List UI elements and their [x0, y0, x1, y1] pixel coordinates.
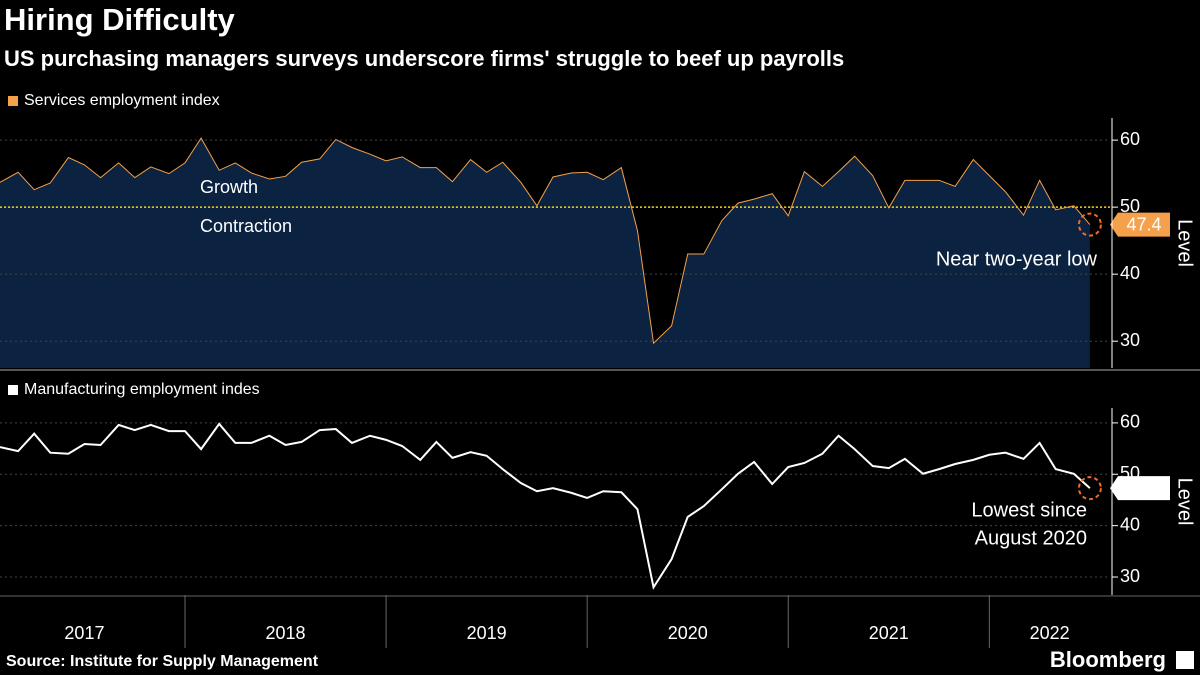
highlight-circle — [1077, 212, 1102, 237]
value-label-box — [1110, 476, 1170, 501]
legend-label: Manufacturing employment indes — [24, 381, 260, 398]
callout: Near two-year low — [936, 248, 1098, 270]
x-tick-label: 2021 — [869, 623, 909, 643]
value-label: 47.3 — [1126, 478, 1161, 498]
value-label-box — [1110, 212, 1170, 237]
x-tick-label: 2020 — [668, 623, 708, 643]
y-tick-label: 30 — [1120, 330, 1140, 350]
brand-icon — [1176, 651, 1194, 669]
contraction-label: Contraction — [200, 216, 292, 236]
highlight-circle — [1077, 476, 1102, 501]
chart-subtitle: US purchasing managers surveys underscor… — [4, 46, 844, 71]
y-tick-label: 30 — [1120, 566, 1140, 586]
y-tick-label: 60 — [1120, 129, 1140, 149]
brand: Bloomberg — [1050, 647, 1166, 672]
callout: August 2020 — [975, 527, 1087, 549]
x-tick-label: 2018 — [266, 623, 306, 643]
y-axis-label: Level — [1174, 478, 1196, 526]
callout: Lowest since — [971, 499, 1087, 521]
line — [0, 422, 1091, 590]
y-tick-label: 40 — [1120, 514, 1140, 534]
source: Source: Institute for Supply Management — [6, 653, 319, 670]
line — [0, 137, 1091, 345]
y-tick-label: 40 — [1120, 263, 1140, 283]
y-tick-label: 50 — [1120, 196, 1140, 216]
legend-label: Services employment index — [24, 92, 220, 109]
legend-swatch — [8, 385, 18, 395]
area — [0, 138, 1090, 368]
y-tick-label: 60 — [1120, 412, 1140, 432]
x-tick-label: 2019 — [467, 623, 507, 643]
value-label: 47.4 — [1126, 214, 1161, 234]
legend-swatch — [8, 96, 18, 106]
y-axis-label: Level — [1174, 219, 1196, 267]
y-tick-label: 50 — [1120, 463, 1140, 483]
growth-label: Growth — [200, 177, 258, 197]
chart-title: Hiring Difficulty — [4, 2, 236, 37]
x-tick-label: 2017 — [64, 623, 104, 643]
x-tick-label: 2022 — [1030, 623, 1070, 643]
